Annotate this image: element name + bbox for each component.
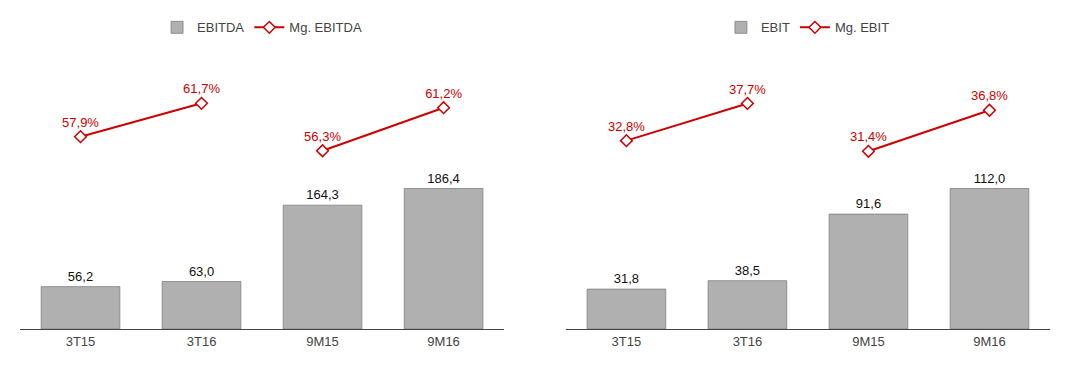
svg-text:9M15: 9M15 (852, 334, 885, 349)
svg-text:3T16: 3T16 (733, 334, 763, 349)
svg-text:9M15: 9M15 (306, 334, 339, 349)
svg-text:EBITDA: EBITDA (197, 20, 244, 35)
svg-text:9M16: 9M16 (973, 334, 1006, 349)
svg-text:38,5: 38,5 (735, 263, 760, 278)
svg-text:186,4: 186,4 (427, 171, 460, 186)
svg-text:164,3: 164,3 (306, 187, 339, 202)
svg-text:91,6: 91,6 (856, 196, 881, 211)
svg-text:57,9%: 57,9% (62, 115, 99, 130)
svg-text:112,0: 112,0 (974, 171, 1006, 186)
svg-text:9M16: 9M16 (427, 334, 460, 349)
svg-text:31,8: 31,8 (614, 271, 639, 286)
svg-text:63,0: 63,0 (189, 264, 214, 279)
svg-text:61,2%: 61,2% (425, 86, 462, 101)
svg-text:37,7%: 37,7% (729, 82, 766, 97)
svg-text:EBIT: EBIT (761, 20, 790, 35)
svg-text:31,4%: 31,4% (850, 129, 887, 144)
svg-text:56,2: 56,2 (68, 269, 93, 284)
svg-text:3T15: 3T15 (66, 334, 96, 349)
svg-text:32,8%: 32,8% (608, 119, 645, 134)
svg-text:3T16: 3T16 (187, 334, 217, 349)
svg-text:61,7%: 61,7% (183, 81, 220, 96)
svg-text:3T15: 3T15 (612, 334, 642, 349)
svg-text:Mg. EBIT: Mg. EBIT (835, 20, 889, 35)
svg-text:Mg. EBITDA: Mg. EBITDA (289, 20, 362, 35)
svg-text:36,8%: 36,8% (971, 88, 1008, 103)
svg-text:56,3%: 56,3% (304, 129, 341, 144)
